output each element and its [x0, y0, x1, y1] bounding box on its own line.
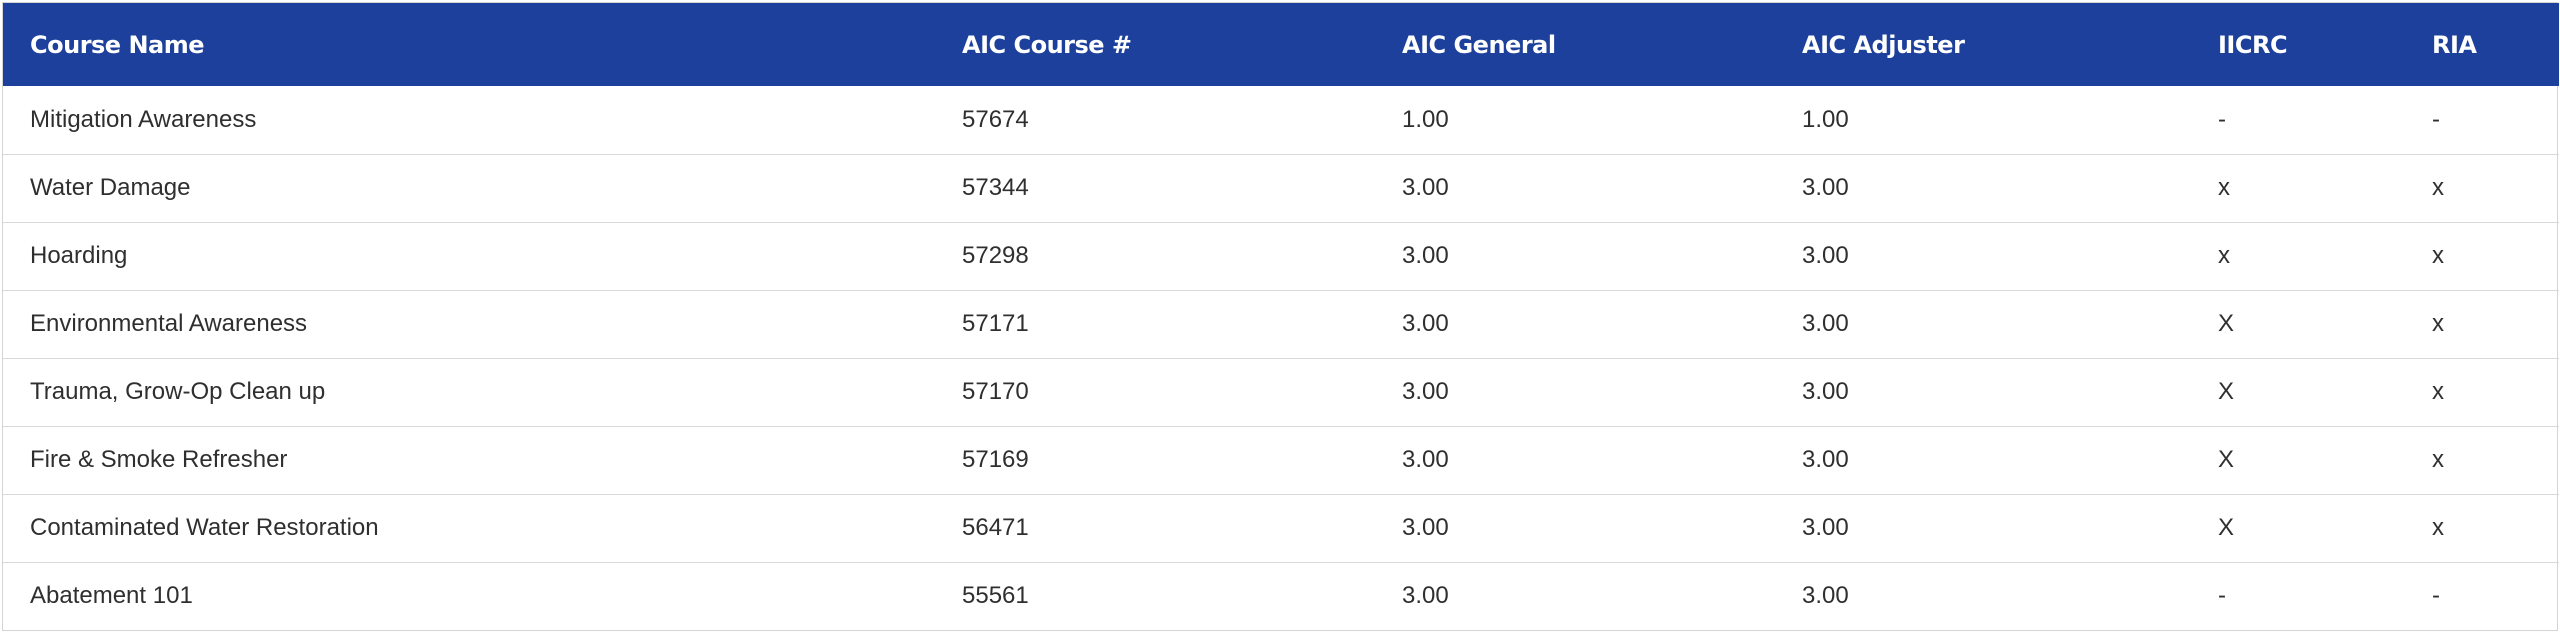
cell-aic-course-number: 56471: [962, 514, 1029, 541]
cell-ria: x: [2432, 310, 2444, 337]
cell-ria: -: [2432, 105, 2440, 133]
table-row: Water Damage 57344 3.00 3.00 x x: [3, 154, 2559, 222]
cell-course-name: Hoarding: [30, 242, 128, 269]
cell-course-name: Contaminated Water Restoration: [30, 514, 379, 541]
cell-iicrc: X: [2218, 310, 2235, 337]
cell-course-name: Abatement 101: [30, 582, 193, 610]
cell-aic-course-number: 57298: [962, 242, 1029, 269]
header-aic-course-number: AIC Course #: [962, 30, 1132, 59]
cell-aic-general: 3.00: [1402, 242, 1449, 269]
cell-aic-adjuster: 3.00: [1802, 310, 1849, 337]
cell-course-name: Trauma, Grow-Op Clean up: [30, 378, 326, 405]
header-iicrc: IICRC: [2218, 30, 2288, 59]
cell-aic-general: 3.00: [1402, 514, 1449, 541]
table-row: Fire & Smoke Refresher 57169 3.00 3.00 X…: [3, 426, 2559, 494]
course-credits-table: Course Name AIC Course # AIC General AIC…: [3, 3, 2559, 630]
cell-aic-adjuster: 3.00: [1802, 582, 1849, 610]
cell-course-name: Fire & Smoke Refresher: [30, 446, 288, 473]
cell-course-name: Water Damage: [30, 174, 191, 201]
cell-iicrc: x: [2218, 242, 2230, 269]
cell-aic-course-number: 57169: [962, 446, 1029, 473]
cell-aic-course-number: 57171: [962, 310, 1029, 337]
cell-aic-adjuster: 3.00: [1802, 242, 1849, 269]
header-aic-general: AIC General: [1402, 30, 1556, 59]
cell-aic-general: 3.00: [1402, 310, 1449, 337]
cell-aic-course-number: 57344: [962, 174, 1029, 201]
table-row: Environmental Awareness 57171 3.00 3.00 …: [3, 290, 2559, 358]
table-row: Trauma, Grow-Op Clean up 57170 3.00 3.00…: [3, 358, 2559, 426]
cell-aic-course-number: 55561: [962, 582, 1029, 610]
cell-iicrc: X: [2218, 514, 2235, 541]
cell-aic-course-number: 57674: [962, 105, 1029, 133]
cell-aic-adjuster: 3.00: [1802, 174, 1849, 201]
header-row: Course Name AIC Course # AIC General AIC…: [3, 3, 2559, 86]
cell-aic-general: 1.00: [1402, 105, 1449, 133]
cell-iicrc: X: [2218, 378, 2235, 405]
cell-aic-general: 3.00: [1402, 446, 1449, 473]
cell-aic-adjuster: 1.00: [1802, 105, 1849, 133]
table-row: Abatement 101 55561 3.00 3.00 - -: [3, 562, 2559, 630]
cell-iicrc: -: [2218, 582, 2226, 610]
table-body: Mitigation Awareness 57674 1.00 1.00 - -…: [3, 86, 2559, 630]
cell-aic-general: 3.00: [1402, 174, 1449, 201]
table-row: Contaminated Water Restoration 56471 3.0…: [3, 494, 2559, 562]
cell-aic-adjuster: 3.00: [1802, 378, 1849, 405]
cell-ria: x: [2432, 378, 2444, 405]
cell-aic-general: 3.00: [1402, 582, 1449, 610]
header-ria: RIA: [2432, 30, 2477, 59]
cell-aic-course-number: 57170: [962, 378, 1029, 405]
cell-ria: x: [2432, 174, 2444, 201]
cell-aic-adjuster: 3.00: [1802, 514, 1849, 541]
table-row: Mitigation Awareness 57674 1.00 1.00 - -: [3, 86, 2559, 154]
table-row: Hoarding 57298 3.00 3.00 x x: [3, 222, 2559, 290]
cell-iicrc: -: [2218, 105, 2226, 133]
cell-iicrc: x: [2218, 174, 2230, 201]
cell-ria: -: [2432, 582, 2440, 610]
cell-course-name: Environmental Awareness: [30, 310, 308, 337]
cell-ria: x: [2432, 514, 2444, 541]
cell-ria: x: [2432, 446, 2444, 473]
cell-iicrc: X: [2218, 446, 2235, 473]
cell-aic-general: 3.00: [1402, 378, 1449, 405]
table-header: Course Name AIC Course # AIC General AIC…: [3, 3, 2559, 86]
cell-aic-adjuster: 3.00: [1802, 446, 1849, 473]
header-course-name: Course Name: [30, 30, 205, 59]
header-aic-adjuster: AIC Adjuster: [1802, 30, 1965, 59]
cell-course-name: Mitigation Awareness: [30, 105, 257, 133]
cell-ria: x: [2432, 242, 2444, 269]
